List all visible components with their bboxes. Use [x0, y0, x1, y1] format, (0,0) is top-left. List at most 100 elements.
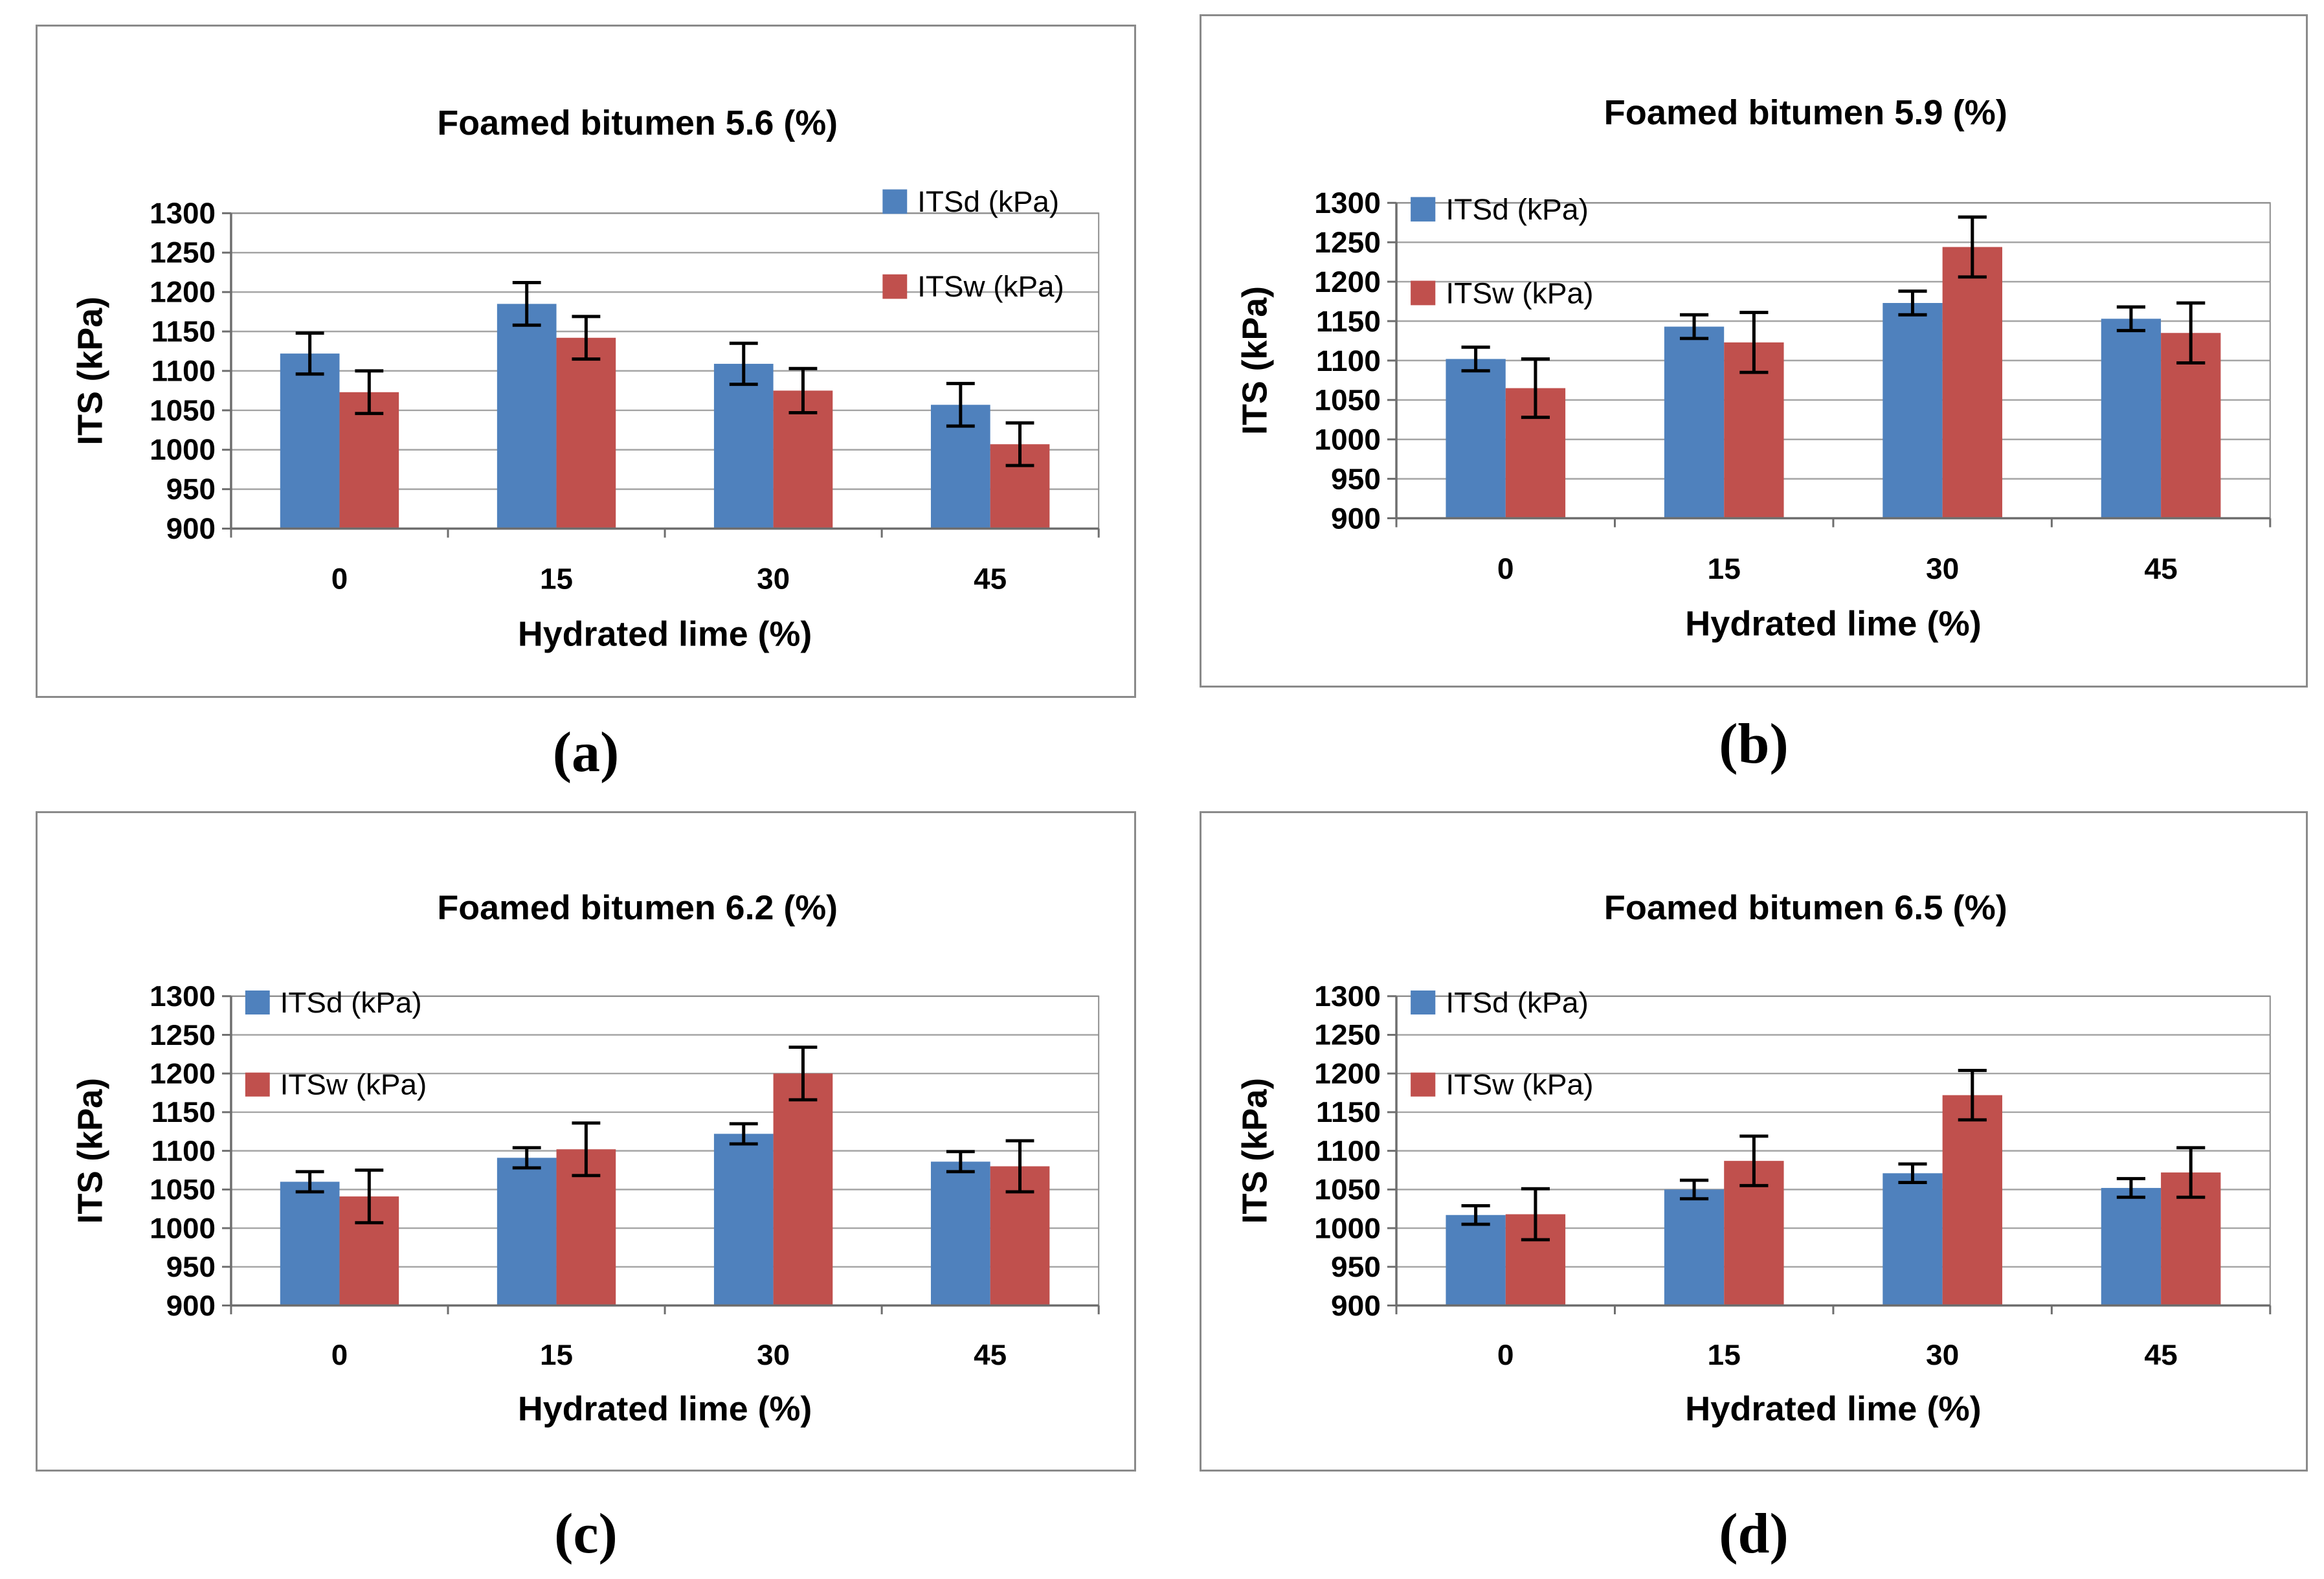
y-tick-label-1150: 1150 — [1316, 304, 1381, 338]
y-tick-label-1250: 1250 — [1314, 1018, 1381, 1051]
y-tick-label-1000: 1000 — [150, 433, 216, 466]
y-tick-label-950: 950 — [1331, 462, 1381, 496]
y-tick-label-1200: 1200 — [1314, 265, 1381, 298]
y-tick-label-1150: 1150 — [151, 315, 216, 348]
x-axis-title: Hydrated lime (%) — [1685, 1391, 1982, 1428]
y-tick-label-900: 900 — [166, 1289, 216, 1321]
x-tick-label-45: 45 — [974, 563, 1007, 596]
y-tick-label-1100: 1100 — [151, 354, 216, 387]
legend-label-itsw: ITSw (kPa) — [1446, 276, 1593, 310]
y-tick-label-900: 900 — [166, 512, 216, 545]
y-tick-label-1100: 1100 — [1316, 344, 1381, 377]
bar-itsd-0 — [280, 353, 340, 529]
chart-panel-b: 900 950 1000 1050 1100 1150 1200 1250 1300 0 15 30 4… — [1200, 14, 2308, 688]
chart-title: Foamed bitumen 5.9 (%) — [1604, 93, 2007, 132]
panel-label-b: (b) — [1719, 713, 1789, 776]
y-axis-title: ITS (kPa) — [71, 297, 110, 445]
legend-marker-itsw — [1411, 280, 1436, 306]
bar-itsw-30 — [1942, 1095, 2002, 1306]
y-tick-label-1050: 1050 — [1314, 1173, 1381, 1205]
legend-marker-itsd — [245, 990, 270, 1015]
y-tick-label-1300: 1300 — [1314, 980, 1381, 1013]
y-tick-label-1250: 1250 — [1314, 225, 1381, 259]
y-tick-label-1100: 1100 — [1316, 1134, 1381, 1167]
bar-itsw-15 — [556, 337, 616, 529]
x-axis-title: Hydrated lime (%) — [518, 1390, 812, 1428]
legend-marker-itsd — [1411, 197, 1436, 222]
bar-itsw-30 — [773, 1073, 833, 1306]
legend-marker-itsd — [882, 189, 908, 214]
legend-label-itsw: ITSw (kPa) — [1446, 1068, 1593, 1101]
y-tick-label-1200: 1200 — [1314, 1057, 1381, 1090]
legend-label-itsd: ITSd (kPa) — [280, 986, 422, 1018]
legend-label-itsd: ITSd (kPa) — [1446, 192, 1589, 226]
y-axis-title: ITS (kPa) — [71, 1078, 110, 1224]
y-tick-label-1150: 1150 — [1316, 1096, 1381, 1128]
x-tick-label-30: 30 — [1926, 552, 1959, 585]
y-tick-label-1000: 1000 — [1314, 423, 1381, 456]
bar-itsd-15 — [1664, 326, 1725, 519]
legend-label-itsd: ITSd (kPa) — [917, 185, 1059, 218]
legend-marker-itsd — [1411, 990, 1436, 1015]
x-tick-label-0: 0 — [331, 1338, 348, 1371]
panel-label-d: (d) — [1719, 1503, 1789, 1565]
y-axis-title: ITS (kPa) — [1236, 1078, 1275, 1224]
y-axis-title: ITS (kPa) — [1235, 286, 1274, 435]
chart-canvas-b: 900 950 1000 1050 1100 1150 1200 1250 1300 0 15 30 4… — [1235, 93, 2272, 644]
x-tick-label-15: 15 — [540, 1338, 573, 1371]
x-tick-label-15: 15 — [1708, 552, 1741, 585]
y-tick-label-1200: 1200 — [150, 276, 216, 309]
y-tick-label-1250: 1250 — [150, 236, 216, 269]
chart-canvas-d: 900 950 1000 1050 1100 1150 1200 1250 1300 0 15 30 4… — [1236, 889, 2272, 1428]
bar-itsd-15 — [497, 1158, 557, 1306]
legend-label-itsd: ITSd (kPa) — [1446, 986, 1589, 1018]
chart-panel-a: 900 950 1000 1050 1100 1150 1200 1250 1300 0 15 30 4… — [36, 25, 1136, 698]
y-tick-label-1050: 1050 — [1314, 383, 1381, 417]
chart-title: Foamed bitumen 5.6 (%) — [437, 104, 838, 142]
bar-itsd-45 — [2101, 1187, 2162, 1306]
chart-canvas-c: 900 950 1000 1050 1100 1150 1200 1250 1300 0 15 30 4… — [71, 889, 1100, 1428]
x-tick-label-0: 0 — [1497, 552, 1514, 585]
x-axis-title: Hydrated lime (%) — [1685, 605, 1982, 644]
x-tick-label-45: 45 — [2144, 552, 2177, 585]
bar-itsd-30 — [713, 363, 774, 529]
y-tick-label-1000: 1000 — [150, 1212, 216, 1244]
y-tick-label-950: 950 — [1331, 1251, 1381, 1283]
bar-itsd-30 — [1883, 303, 1943, 519]
y-tick-label-1200: 1200 — [150, 1057, 216, 1090]
y-tick-label-950: 950 — [166, 473, 216, 506]
y-tick-label-900: 900 — [1331, 502, 1381, 535]
x-tick-label-0: 0 — [1497, 1338, 1514, 1371]
x-tick-label-30: 30 — [757, 563, 790, 596]
bar-itsd-30 — [713, 1134, 774, 1306]
y-tick-label-1100: 1100 — [151, 1134, 216, 1167]
bar-itsw-30 — [1942, 247, 2002, 519]
y-tick-label-1300: 1300 — [150, 980, 216, 1013]
x-tick-label-0: 0 — [331, 563, 348, 596]
legend-label-itsw: ITSw (kPa) — [280, 1068, 427, 1101]
x-tick-label-15: 15 — [540, 563, 573, 596]
legend-marker-itsw — [245, 1072, 270, 1097]
chart-panel-c: 900 950 1000 1050 1100 1150 1200 1250 1300 0 15 30 4… — [36, 811, 1136, 1472]
bar-itsd-0 — [1446, 359, 1506, 519]
bar-itsd-15 — [1664, 1189, 1725, 1306]
y-tick-label-1000: 1000 — [1314, 1212, 1381, 1244]
x-tick-label-15: 15 — [1708, 1338, 1741, 1371]
x-tick-label-45: 45 — [2144, 1338, 2177, 1371]
bar-itsd-30 — [1883, 1173, 1943, 1306]
y-tick-label-900: 900 — [1331, 1289, 1381, 1321]
x-axis-title: Hydrated lime (%) — [518, 615, 812, 654]
y-tick-label-1150: 1150 — [151, 1096, 216, 1128]
bar-itsd-45 — [2101, 319, 2162, 519]
y-tick-label-1300: 1300 — [150, 197, 216, 230]
x-tick-label-30: 30 — [1926, 1338, 1959, 1371]
x-tick-label-45: 45 — [974, 1338, 1007, 1371]
chart-canvas-a: 900 950 1000 1050 1100 1150 1200 1250 1300 0 15 30 4… — [71, 104, 1100, 654]
legend-label-itsw: ITSw (kPa) — [917, 270, 1064, 303]
y-tick-label-1300: 1300 — [1314, 186, 1381, 219]
chart-panel-d: 900 950 1000 1050 1100 1150 1200 1250 1300 0 15 30 4… — [1200, 811, 2308, 1472]
legend-marker-itsw — [882, 274, 908, 299]
y-tick-label-1050: 1050 — [150, 394, 216, 427]
panel-label-c: (c) — [554, 1503, 618, 1565]
